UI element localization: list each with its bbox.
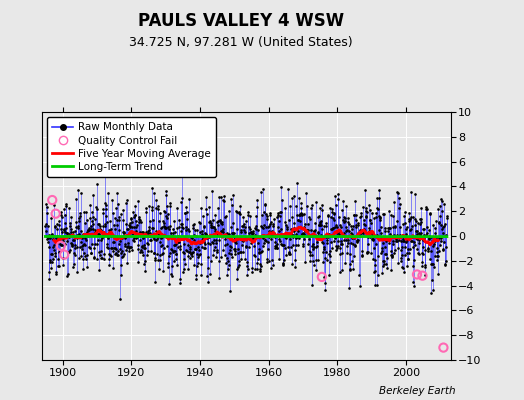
Text: PAULS VALLEY 4 WSW: PAULS VALLEY 4 WSW [138,12,344,30]
Point [439,344,447,351]
Text: Berkeley Earth: Berkeley Earth [379,386,456,396]
Point [418,272,427,279]
Text: 34.725 N, 97.281 W (United States): 34.725 N, 97.281 W (United States) [129,36,353,49]
Point [60,251,69,258]
Point [51,210,60,217]
Point [318,274,326,280]
Point [57,243,65,249]
Legend: Raw Monthly Data, Quality Control Fail, Five Year Moving Average, Long-Term Tren: Raw Monthly Data, Quality Control Fail, … [47,117,216,177]
Point [48,197,57,203]
Point [413,271,421,278]
